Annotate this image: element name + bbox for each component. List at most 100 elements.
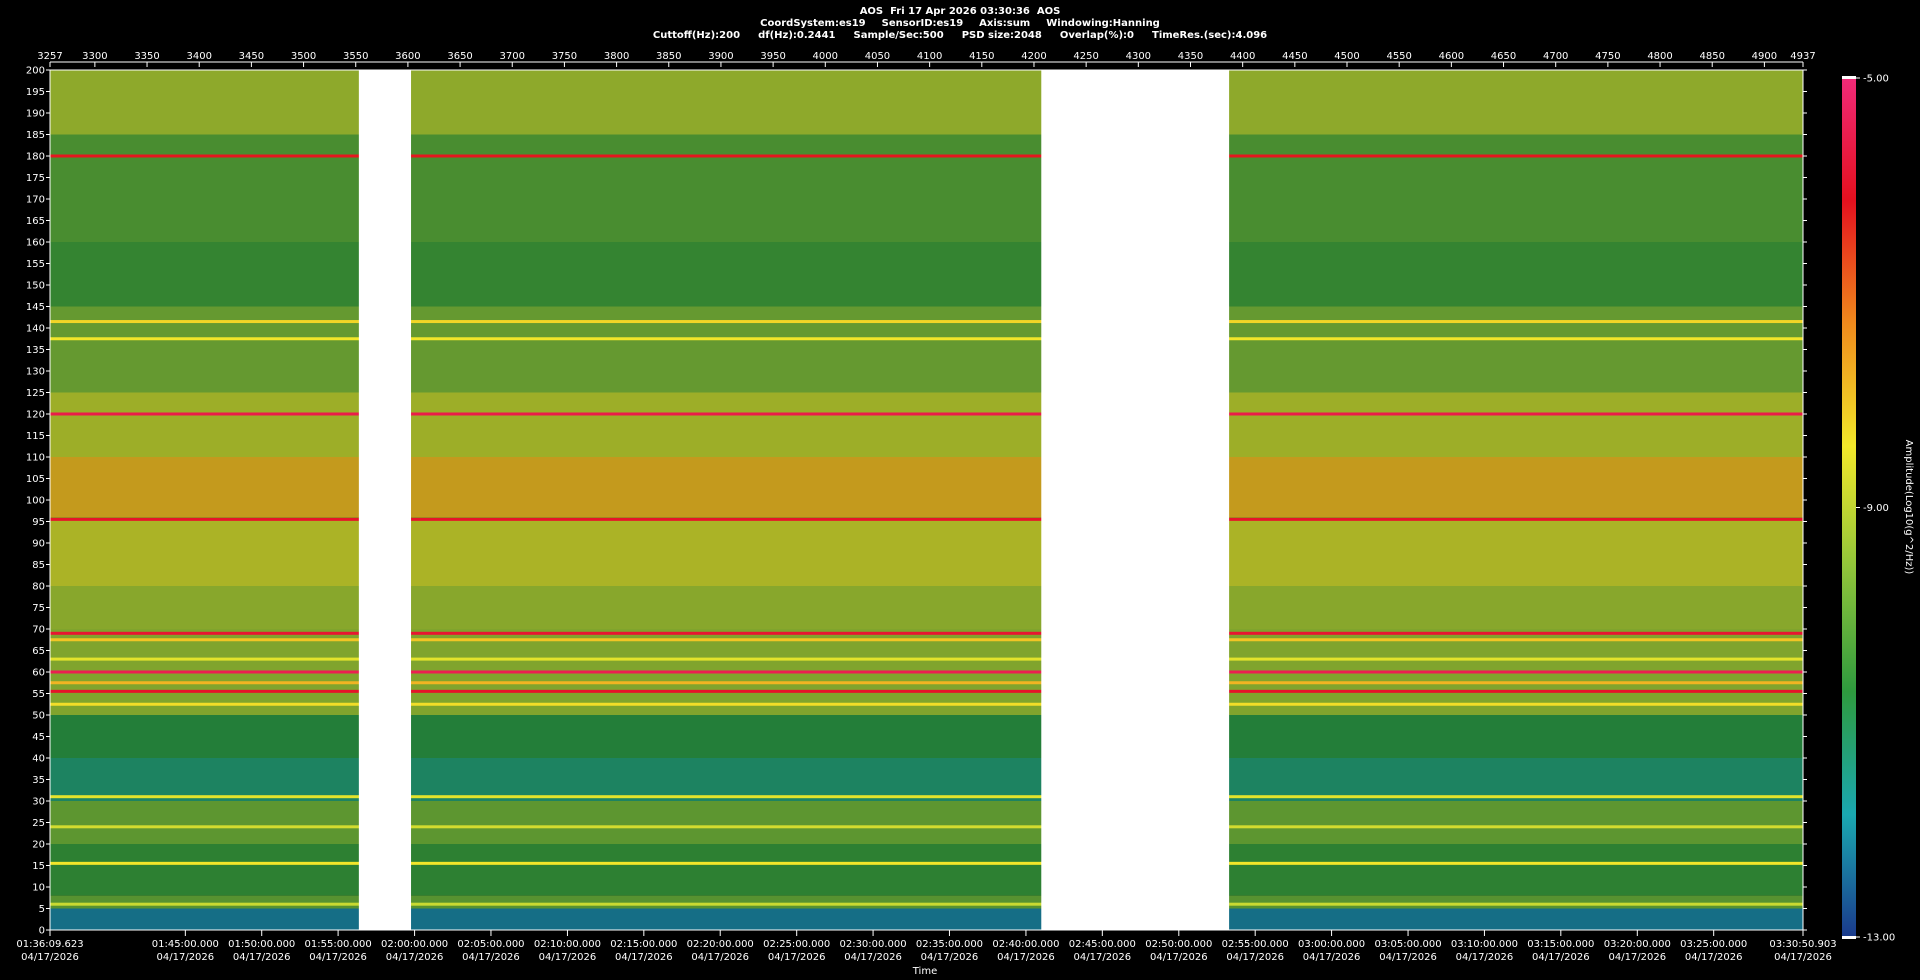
- y-tick-label: 0: [39, 926, 45, 937]
- time-tick-label: 02:45:00.000: [1069, 939, 1136, 950]
- date-tick-label: 04/17/2026: [1685, 952, 1743, 963]
- y-tick-label: 70: [32, 625, 45, 636]
- top-tick-label: 4200: [1021, 51, 1046, 62]
- time-tick-label: 02:10:00.000: [534, 939, 601, 950]
- top-tick-label: 4400: [1230, 51, 1255, 62]
- y-tick-label: 35: [32, 775, 45, 786]
- data-gap: [1041, 70, 1230, 930]
- y-tick-label: 195: [26, 87, 45, 98]
- y-tick-label: 145: [26, 302, 45, 313]
- top-axis: 3257 3300 3350 3400 3450 3500 3550 3600 3650 3700…: [37, 51, 1816, 67]
- time-tick-label: 03:00:00.000: [1298, 939, 1365, 950]
- time-tick-label: 03:15:00.000: [1527, 939, 1594, 950]
- top-tick-label: 3700: [500, 51, 525, 62]
- y-tick-label: 165: [26, 216, 45, 227]
- y-tick-label: 105: [26, 474, 45, 485]
- axis-label: Axis:sum: [979, 18, 1031, 29]
- date-tick-label: 04/17/2026: [1379, 952, 1437, 963]
- time-tick-label: 02:20:00.000: [687, 939, 754, 950]
- chart-subtitle-line-2: CoordSystem:es19 SensorID:es19 Axis:sum Win…: [0, 18, 1920, 30]
- y-tick-label: 25: [32, 818, 45, 829]
- date-tick-label: 04/17/2026: [21, 952, 79, 963]
- date-tick-label: 04/17/2026: [1774, 952, 1832, 963]
- time-tick-label: 03:25:00.000: [1680, 939, 1747, 950]
- y-tick-label: 80: [32, 582, 45, 593]
- coord-system-label: CoordSystem:es19: [760, 18, 866, 29]
- overlap-label: Overlap(%):0: [1059, 30, 1135, 41]
- tonal-line: [50, 670, 1803, 674]
- colorbar-bottom-marker: [1842, 936, 1856, 939]
- time-tick-label: 02:55:00.000: [1222, 939, 1289, 950]
- time-tick-label: 01:36:09.623: [16, 939, 83, 950]
- top-tick-label: 3550: [343, 51, 368, 62]
- top-tick-label: 3900: [708, 51, 733, 62]
- tonal-line: [50, 657, 1803, 661]
- top-tick-label: 4700: [1543, 51, 1568, 62]
- top-tick-label: 3400: [186, 51, 211, 62]
- y-tick-label: 200: [26, 66, 45, 77]
- colorbar-top-marker: [1842, 76, 1856, 79]
- tonal-line: [50, 681, 1803, 685]
- date-tick-label: 04/17/2026: [462, 952, 520, 963]
- chart-title: AOS Fri 17 Apr 2026 03:30:36 AOS: [859, 6, 1061, 17]
- top-tick-label: 4850: [1699, 51, 1724, 62]
- top-tick-label: 4600: [1439, 51, 1464, 62]
- top-tick-label: 4000: [813, 51, 838, 62]
- time-tick-label: 02:00:00.000: [381, 939, 448, 950]
- psd-size-label: PSD size:2048: [961, 30, 1042, 41]
- top-tick-label: 4050: [865, 51, 890, 62]
- top-tick-label: 4937: [1790, 51, 1815, 62]
- y-tick-label: 180: [26, 152, 45, 163]
- data-gap: [358, 70, 412, 930]
- colorbar[interactable]: -5.00 -9.00 -13.00: [1842, 74, 1895, 944]
- tonal-line: [50, 689, 1803, 693]
- time-tick-label: 03:30:50.903: [1769, 939, 1836, 950]
- y-tick-label: 60: [32, 668, 45, 679]
- time-resolution-label: TimeRes.(sec):4.096: [1152, 30, 1268, 41]
- tonal-line: [50, 320, 1803, 324]
- top-tick-label: 3450: [239, 51, 264, 62]
- date-tick-label: 04/17/2026: [844, 952, 902, 963]
- date-tick-label: 04/17/2026: [615, 952, 673, 963]
- time-axis: 01:36:09.623 04/17/2026 01:45:00.000 04/17/…: [16, 930, 1837, 963]
- y-tick-label: 30: [32, 797, 45, 808]
- y-tick-label: 90: [32, 539, 45, 550]
- y-tick-label: 160: [26, 238, 45, 249]
- y-tick-label: 190: [26, 109, 45, 120]
- colorbar-tick-label: -9.00: [1863, 503, 1889, 514]
- colorbar-gradient: [1842, 78, 1856, 937]
- y-tick-label: 185: [26, 130, 45, 141]
- spectrogram-plot-area: [50, 70, 1803, 930]
- tonal-line: [50, 902, 1803, 906]
- time-tick-label: 02:15:00.000: [610, 939, 677, 950]
- chart-subtitle-line-3: Cuttoff(Hz):200 df(Hz):0.2441 Sample/Sec:5…: [0, 30, 1920, 42]
- y-tick-label: 15: [32, 861, 45, 872]
- top-tick-label: 3850: [656, 51, 681, 62]
- y-tick-label: 75: [32, 603, 45, 614]
- date-tick-label: 04/17/2026: [1532, 952, 1590, 963]
- windowing-label: Windowing:Hanning: [1046, 18, 1160, 29]
- y-tick-label: 5: [39, 904, 45, 915]
- date-tick-label: 04/17/2026: [233, 952, 291, 963]
- y-tick-label: 50: [32, 711, 45, 722]
- time-tick-label: 01:50:00.000: [228, 939, 295, 950]
- y-tick-label: 135: [26, 345, 45, 356]
- tonal-line: [50, 517, 1803, 521]
- date-tick-label: 04/17/2026: [1608, 952, 1666, 963]
- sensor-id-label: SensorID:es19: [881, 18, 964, 29]
- date-tick-label: 04/17/2026: [997, 952, 1055, 963]
- time-tick-label: 02:05:00.000: [457, 939, 524, 950]
- top-tick-label: 4650: [1491, 51, 1516, 62]
- date-tick-label: 04/17/2026: [921, 952, 979, 963]
- sample-rate-label: Sample/Sec:500: [853, 30, 944, 41]
- time-tick-label: 03:10:00.000: [1451, 939, 1518, 950]
- y-tick-label: 120: [26, 410, 45, 421]
- top-tick-label: 4450: [1282, 51, 1307, 62]
- date-tick-label: 04/17/2026: [1303, 952, 1361, 963]
- date-tick-label: 04/17/2026: [1226, 952, 1284, 963]
- y-tick-label: 85: [32, 560, 45, 571]
- top-tick-label: 3950: [760, 51, 785, 62]
- data-gaps: [358, 70, 1230, 930]
- top-tick-label: 4550: [1386, 51, 1411, 62]
